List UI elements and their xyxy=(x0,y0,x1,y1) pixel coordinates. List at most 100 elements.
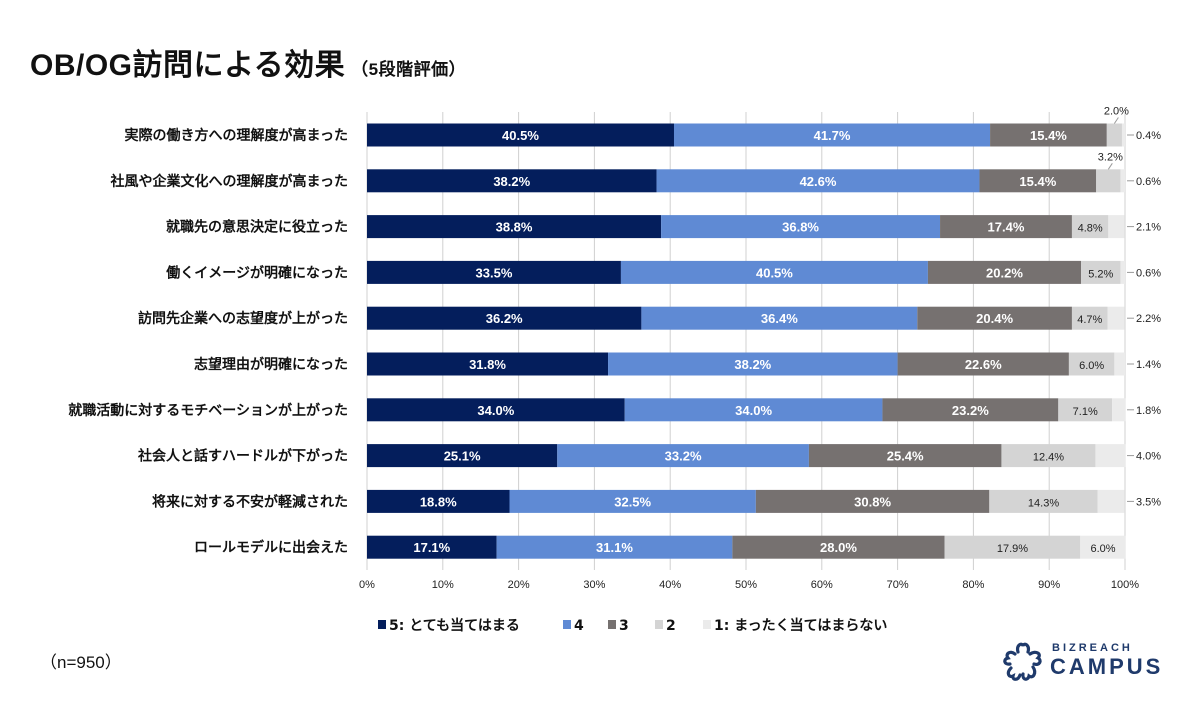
bar-segment-s3 xyxy=(979,169,1097,193)
bar-segment-s2 xyxy=(1106,123,1122,147)
data-label: 33.5% xyxy=(476,265,513,280)
legend-swatch-s5 xyxy=(378,620,386,629)
x-tick-label: 0% xyxy=(359,579,375,591)
data-label: 4.7% xyxy=(1077,314,1102,326)
bar-segment-s4 xyxy=(673,123,991,147)
x-tick-label: 40% xyxy=(659,579,681,591)
bar-segment-s5 xyxy=(367,398,625,422)
bar-segment-s4 xyxy=(620,260,928,284)
chart-title: OB/OG訪問による効果 （5段階評価） xyxy=(30,40,466,84)
data-label: 34.0% xyxy=(735,403,772,418)
x-tick-label: 90% xyxy=(1038,579,1060,591)
data-label: 0.4% xyxy=(1136,130,1161,142)
data-label: 3.2% xyxy=(1098,151,1123,163)
x-tick-label: 10% xyxy=(432,579,454,591)
category-label: ロールモデルに出会えた xyxy=(194,539,348,556)
category-label: 将来に対する不安が軽減された xyxy=(152,493,348,510)
legend-label: 4 xyxy=(574,618,584,634)
bar-segment-s4 xyxy=(624,398,883,422)
bar-segment-s3 xyxy=(897,352,1069,376)
data-label: 15.4% xyxy=(1019,174,1056,189)
data-label: 23.2% xyxy=(952,403,989,418)
category-label: 就職活動に対するモチベーションが上がった xyxy=(68,402,348,419)
data-label: 2.1% xyxy=(1136,222,1161,234)
data-label: 40.5% xyxy=(502,128,539,143)
bar-segment-s3 xyxy=(927,260,1082,284)
legend-label: 3 xyxy=(619,618,629,634)
data-label: 30.8% xyxy=(854,494,891,509)
bar-segment-s1 xyxy=(1114,352,1125,376)
x-tick-label: 80% xyxy=(962,579,984,591)
data-label: 31.1% xyxy=(596,540,633,555)
x-tick-label: 30% xyxy=(583,579,605,591)
data-label: 20.2% xyxy=(986,265,1023,280)
data-label: 6.0% xyxy=(1079,360,1104,372)
bar-segment-s1 xyxy=(1107,306,1125,330)
bar-segment-s3 xyxy=(990,123,1107,147)
data-label: 2.0% xyxy=(1104,106,1129,118)
bar-segment-s2 xyxy=(989,489,1098,513)
data-label: 14.3% xyxy=(1028,497,1059,509)
bizreach-campus-logo: BIZREACH CAMPUS xyxy=(1000,640,1170,685)
data-label: 17.4% xyxy=(988,220,1025,235)
data-label: 17.1% xyxy=(413,540,450,555)
data-label: 38.2% xyxy=(493,174,530,189)
bar-segment-s1 xyxy=(1120,260,1125,284)
bar-segment-s3 xyxy=(732,535,945,559)
bar-segment-s2 xyxy=(1071,215,1109,239)
leader-line xyxy=(1113,117,1119,124)
bar-segment-s2 xyxy=(1096,169,1121,193)
data-label: 36.8% xyxy=(782,220,819,235)
sample-size-label: （n=950） xyxy=(40,653,122,672)
bar-segment-s3 xyxy=(940,215,1072,239)
bar-segment-s2 xyxy=(1001,444,1096,468)
data-label: 15.4% xyxy=(1030,128,1067,143)
bar-segment-s4 xyxy=(608,352,898,376)
data-label: 0.6% xyxy=(1136,176,1161,188)
bar-segment-s1 xyxy=(1108,215,1125,239)
data-label: 31.8% xyxy=(469,357,506,372)
data-label: 3.5% xyxy=(1136,496,1161,508)
legend-swatch-s1 xyxy=(703,620,711,629)
bar-segment-s4 xyxy=(557,444,809,468)
data-label: 36.4% xyxy=(761,311,798,326)
bar-segment-s2 xyxy=(1068,352,1115,376)
bar-segment-s1 xyxy=(1097,489,1125,513)
data-label: 4.0% xyxy=(1136,451,1161,463)
data-label: 22.6% xyxy=(965,357,1002,372)
bar-segment-s5 xyxy=(367,169,657,193)
bar-segment-s1 xyxy=(1112,398,1126,422)
category-label: 就職先の意思決定に役立った xyxy=(166,219,348,236)
bar-segment-s2 xyxy=(944,535,1081,559)
bar-segment-s1 xyxy=(1095,444,1126,468)
data-label: 5.2% xyxy=(1088,268,1113,280)
x-tick-label: 100% xyxy=(1111,579,1139,591)
data-label: 42.6% xyxy=(800,174,837,189)
data-label: 12.4% xyxy=(1033,452,1064,464)
bar-segment-s4 xyxy=(509,489,756,513)
data-label: 25.4% xyxy=(887,449,924,464)
data-label: 17.9% xyxy=(997,543,1028,555)
data-label: 0.6% xyxy=(1136,267,1161,279)
logo-text-small: BIZREACH xyxy=(1052,642,1133,654)
legend-swatch-s2 xyxy=(655,620,663,629)
bar-segment-s4 xyxy=(656,169,980,193)
data-label: 38.8% xyxy=(496,220,533,235)
bar-segment-s5 xyxy=(367,123,674,147)
bar-segment-s4 xyxy=(496,535,733,559)
legend-swatch-s3 xyxy=(608,620,616,629)
bar-segment-s3 xyxy=(755,489,990,513)
x-tick-label: 20% xyxy=(508,579,530,591)
data-label: 36.2% xyxy=(486,311,523,326)
data-label: 2.2% xyxy=(1136,313,1161,325)
bar-segment-s2 xyxy=(1071,306,1108,330)
x-tick-label: 50% xyxy=(735,579,757,591)
x-tick-label: 60% xyxy=(811,579,833,591)
data-label: 32.5% xyxy=(614,494,651,509)
data-label: 40.5% xyxy=(756,265,793,280)
category-label: 社風や企業文化への理解度が高まった xyxy=(110,173,348,190)
data-label: 7.1% xyxy=(1073,406,1098,418)
bar-segment-s5 xyxy=(367,535,497,559)
bar-segment-s5 xyxy=(367,306,642,330)
